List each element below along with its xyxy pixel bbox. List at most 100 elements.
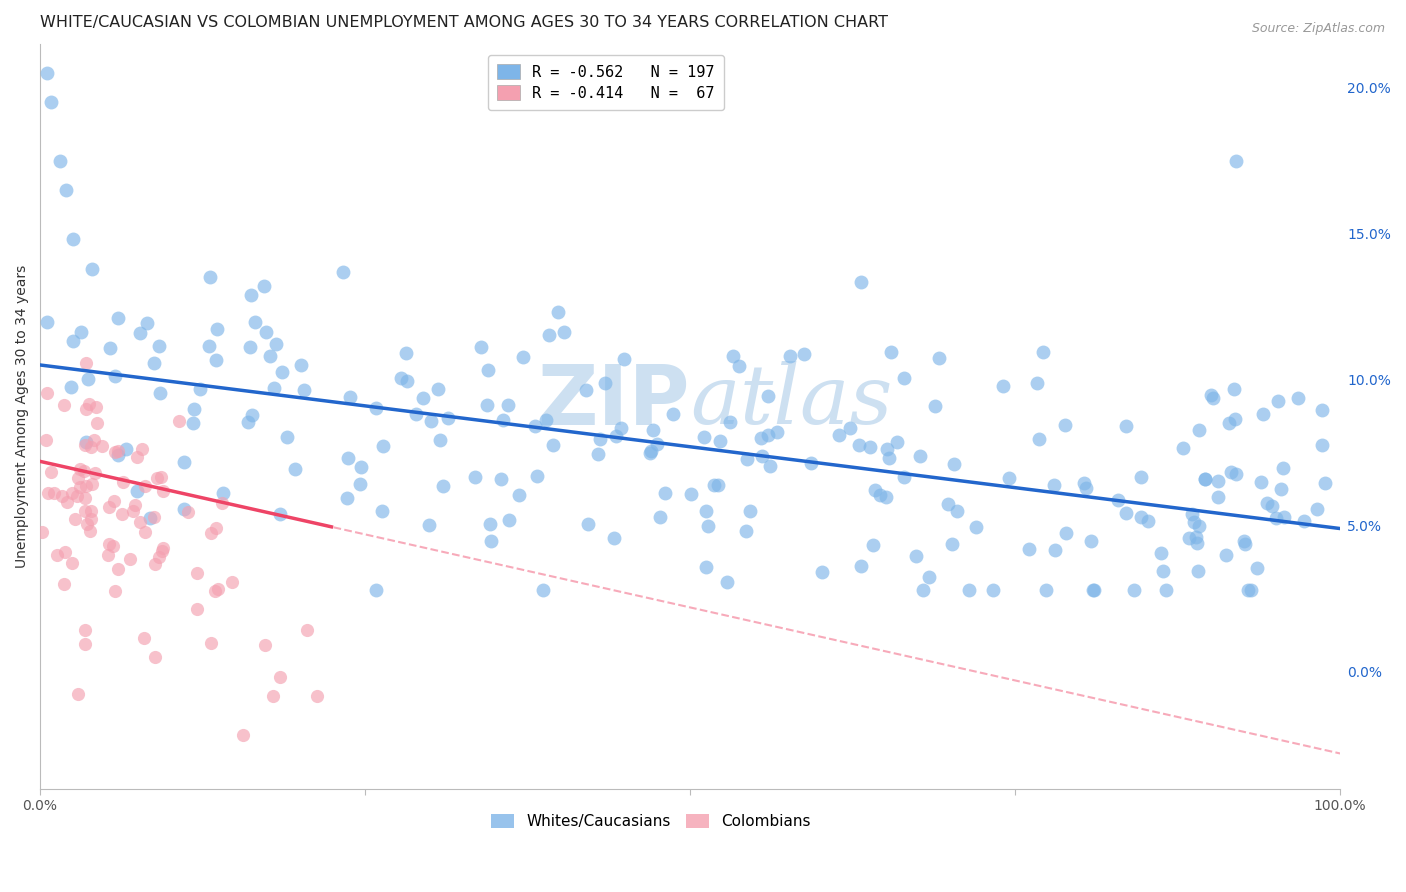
Point: [427, 382, 450, 396]
Point: [707, 478, 730, 492]
Point: [77, 397, 100, 411]
Point: [941, 537, 963, 551]
Point: [349, 477, 371, 491]
Point: [749, 431, 772, 445]
Point: [103, 493, 125, 508]
Point: [1185, 530, 1208, 544]
Point: [645, 437, 668, 451]
Point: [716, 574, 738, 589]
Point: [1042, 477, 1064, 491]
Point: [879, 451, 901, 466]
Point: [245, 315, 267, 329]
Point: [1026, 376, 1049, 391]
Point: [1122, 582, 1144, 597]
Point: [470, 340, 492, 354]
Point: [1246, 561, 1268, 575]
Point: [284, 462, 307, 476]
Point: [67, 687, 90, 701]
Point: [259, 349, 281, 363]
Point: [127, 484, 149, 499]
Point: [721, 349, 744, 363]
Point: [124, 498, 146, 512]
Point: [232, 728, 254, 742]
Point: [693, 430, 716, 444]
Point: [1045, 542, 1067, 557]
Point: [1194, 472, 1216, 486]
Point: [181, 417, 204, 431]
Point: [148, 339, 170, 353]
Point: [1219, 465, 1241, 479]
Point: [1182, 515, 1205, 529]
Point: [63, 512, 86, 526]
Point: [605, 428, 627, 442]
Point: [97, 548, 120, 562]
Point: [62, 334, 84, 348]
Point: [290, 359, 312, 373]
Point: [911, 582, 934, 597]
Point: [307, 690, 329, 704]
Text: ZIP: ZIP: [537, 360, 690, 442]
Point: [475, 398, 498, 412]
Point: [66, 488, 89, 502]
Point: [828, 427, 851, 442]
Point: [122, 504, 145, 518]
Point: [479, 533, 502, 548]
Point: [339, 390, 361, 404]
Point: [75, 438, 97, 452]
Point: [1261, 499, 1284, 513]
Point: [942, 458, 965, 472]
Point: [498, 513, 520, 527]
Point: [1264, 511, 1286, 525]
Point: [918, 569, 941, 583]
Point: [238, 339, 260, 353]
Point: [981, 582, 1004, 597]
Point: [37, 385, 59, 400]
Point: [143, 510, 166, 524]
Point: [1150, 546, 1173, 560]
Point: [1083, 582, 1105, 597]
Point: [1313, 475, 1336, 490]
Point: [139, 510, 162, 524]
Point: [1181, 508, 1204, 522]
Point: [1225, 153, 1247, 168]
Point: [364, 582, 387, 597]
Point: [1073, 476, 1095, 491]
Point: [254, 326, 277, 340]
Point: [492, 413, 515, 427]
Point: [80, 440, 103, 454]
Point: [759, 458, 782, 473]
Point: [437, 411, 460, 425]
Point: [928, 351, 950, 366]
Point: [69, 462, 91, 476]
Point: [609, 420, 631, 434]
Point: [1129, 469, 1152, 483]
Point: [336, 491, 359, 506]
Point: [143, 557, 166, 571]
Point: [73, 491, 96, 505]
Point: [62, 232, 84, 246]
Point: [183, 402, 205, 417]
Point: [1306, 502, 1329, 516]
Text: WHITE/CAUCASIAN VS COLOMBIAN UNEMPLOYMENT AMONG AGES 30 TO 34 YEARS CORRELATION : WHITE/CAUCASIAN VS COLOMBIAN UNEMPLOYMEN…: [41, 15, 889, 30]
Point: [188, 382, 211, 396]
Point: [80, 477, 103, 491]
Point: [67, 470, 90, 484]
Point: [53, 397, 76, 411]
Point: [1136, 515, 1159, 529]
Point: [1218, 416, 1240, 430]
Point: [83, 433, 105, 447]
Point: [869, 488, 891, 502]
Point: [496, 398, 519, 412]
Point: [1188, 423, 1211, 437]
Point: [240, 408, 263, 422]
Point: [738, 503, 761, 517]
Point: [849, 558, 872, 573]
Point: [998, 471, 1021, 485]
Point: [1270, 482, 1292, 496]
Point: [641, 423, 664, 437]
Point: [508, 488, 530, 502]
Point: [654, 485, 676, 500]
Point: [709, 434, 731, 448]
Point: [395, 374, 418, 388]
Point: [80, 504, 103, 518]
